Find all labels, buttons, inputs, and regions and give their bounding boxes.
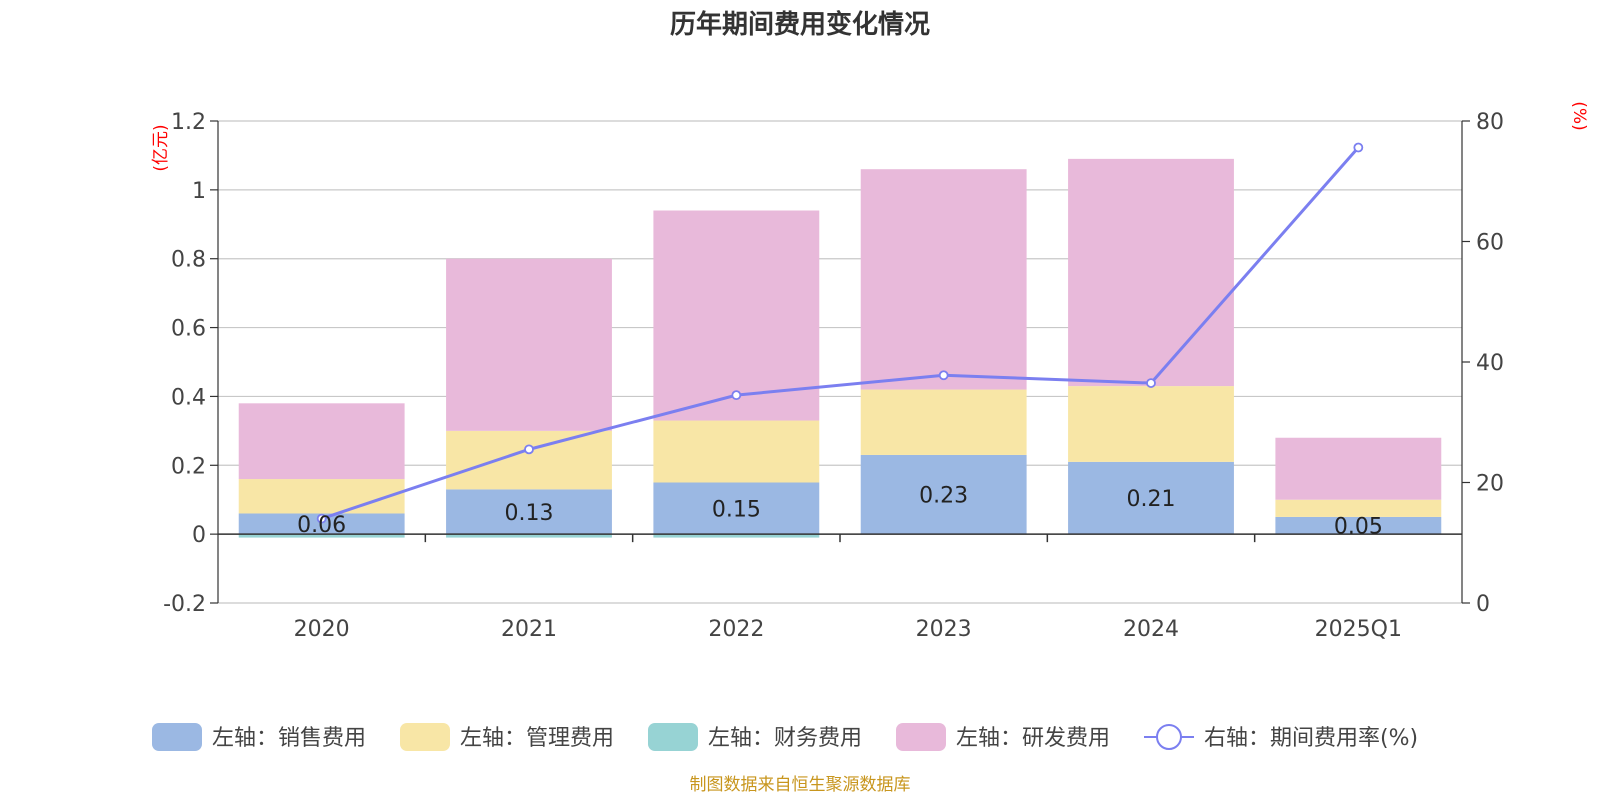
bar-segment [238, 534, 405, 538]
left-axis-unit: (亿元) [151, 124, 171, 171]
data-labels: 0.06 0.13 0.15 0.23 0.21 0.05 [297, 484, 1383, 540]
bar-data-label: 0.23 [919, 484, 968, 509]
bar-segment [653, 210, 820, 421]
bar-segment [1068, 461, 1234, 535]
bar-data-label: 0.21 [1127, 487, 1176, 512]
bar-segment [860, 169, 1027, 390]
right-axis-unit: (%) [1569, 101, 1589, 130]
bar-segment [860, 454, 1027, 535]
bar-data-label: 0.13 [505, 501, 554, 526]
legend-label: 左轴：管理费用 [460, 726, 614, 751]
right-tick-label: 60 [1476, 231, 1504, 256]
bar-segment [446, 489, 612, 535]
bar-segment [446, 534, 612, 538]
legend-label: 左轴：财务费用 [708, 726, 862, 751]
left-tick-label: 0 [192, 523, 206, 548]
bar-segment [1068, 386, 1234, 462]
left-tick-label: 0.8 [171, 248, 206, 273]
x-tick-label: 2024 [1123, 617, 1179, 642]
legend: 左轴：销售费用 左轴：管理费用 左轴：财务费用 左轴：研发费用 右轴：期间费用率(%) [152, 723, 1418, 751]
right-tick-label: 0 [1476, 592, 1490, 617]
bar-segment [1275, 516, 1442, 535]
legend-swatch [400, 723, 450, 751]
legend-swatch [896, 723, 946, 751]
bar-segment [653, 482, 820, 535]
x-tick-label: 2023 [916, 617, 972, 642]
legend-swatch [152, 723, 202, 751]
legend-label: 右轴：期间费用率(%) [1204, 726, 1418, 751]
left-tick-label: 1 [192, 179, 206, 204]
legend-line-marker [1156, 724, 1182, 750]
x-tick-label: 2020 [294, 617, 350, 642]
line-path [321, 146, 1360, 521]
bar-data-label: 0.15 [712, 497, 761, 522]
x-tick-label: 2022 [708, 617, 764, 642]
chart-title: 历年期间费用变化情况 [670, 9, 930, 40]
line-point [938, 370, 949, 381]
line-point [1146, 378, 1156, 388]
right-tick-label: 40 [1476, 351, 1504, 376]
left-tick-label: 0.4 [171, 385, 206, 410]
x-tick-label: 2025Q1 [1315, 617, 1402, 642]
line-point [1353, 142, 1364, 153]
bar-segment [653, 534, 820, 538]
bar-segment [238, 513, 405, 535]
left-tick-label: 1.2 [171, 110, 206, 135]
axes: -0.2 0 0.2 0.4 0.6 0.8 1 1.2 0 20 40 60 80 2020 2021 20… [163, 110, 1504, 642]
bar-segment [238, 479, 405, 514]
bar-segment [1275, 437, 1442, 500]
bar-segment [446, 430, 612, 490]
bar-segment [653, 420, 820, 483]
left-tick-label: -0.2 [163, 592, 206, 617]
source-note: 制图数据来自恒生聚源数据库 [690, 775, 911, 795]
bar-segment [446, 258, 612, 431]
bar-segment [238, 403, 405, 480]
line-point [524, 444, 534, 455]
line-point [731, 390, 742, 401]
bar-series [238, 158, 1442, 538]
left-tick-label: 0.2 [171, 454, 206, 479]
x-tick-label: 2021 [501, 617, 557, 642]
bar-segment [1068, 158, 1234, 387]
bar-data-label: 0.06 [297, 513, 346, 538]
legend-swatch [648, 723, 698, 751]
left-tick-label: 0.6 [171, 317, 206, 342]
right-tick-label: 80 [1476, 110, 1504, 135]
line-series [316, 142, 1364, 524]
bar-data-label: 0.05 [1334, 515, 1383, 540]
legend-label: 左轴：研发费用 [956, 726, 1110, 751]
line-point [316, 513, 327, 524]
bar-segment [1275, 499, 1442, 517]
legend-label: 左轴：销售费用 [212, 726, 366, 751]
bar-segment [860, 389, 1027, 455]
right-tick-label: 20 [1476, 472, 1504, 497]
